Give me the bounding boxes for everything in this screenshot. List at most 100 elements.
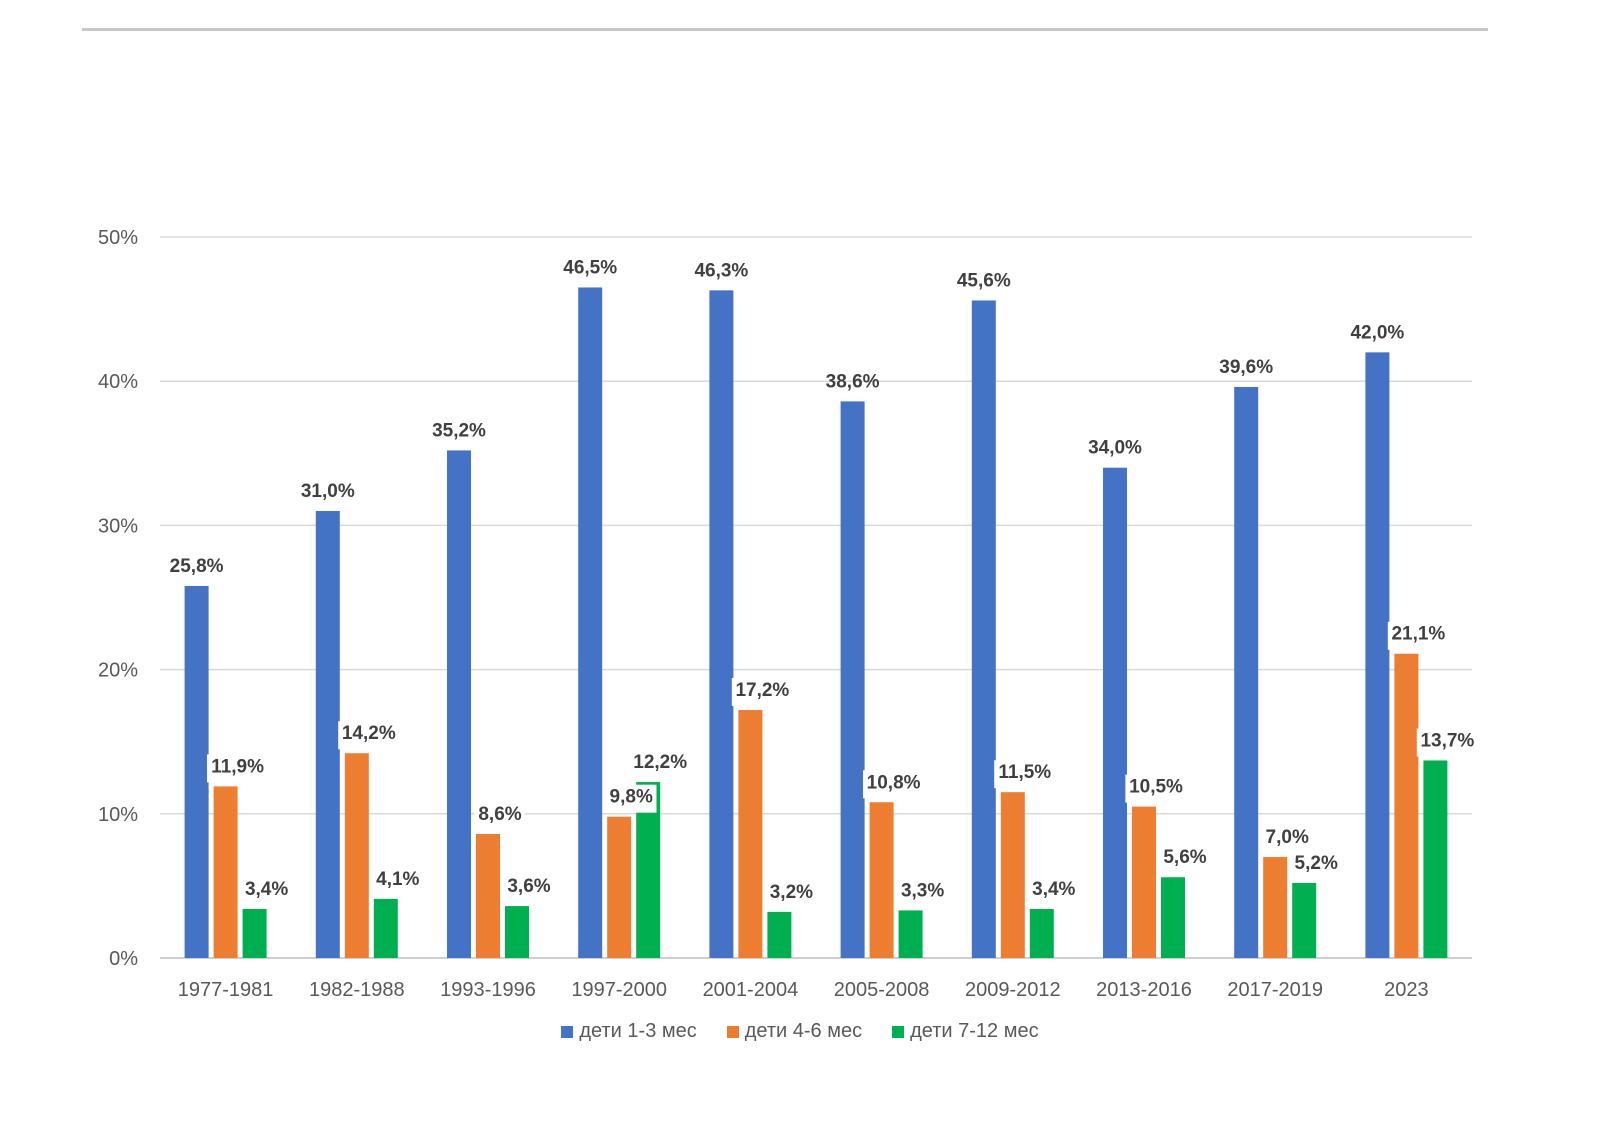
- bar: [840, 401, 865, 958]
- bar: [898, 910, 923, 958]
- data-label: 7,0%: [1266, 827, 1309, 848]
- x-tick-label: 2001-2004: [703, 979, 799, 1001]
- data-label-bg: [863, 770, 925, 799]
- y-tick-label: 30%: [98, 515, 138, 537]
- data-label: 8,6%: [478, 804, 521, 825]
- data-label: 10,8%: [867, 772, 921, 793]
- data-label-bg: [372, 866, 424, 895]
- data-label: 3,6%: [507, 876, 550, 897]
- y-tick-label: 40%: [98, 371, 138, 393]
- y-tick-label: 20%: [98, 660, 138, 682]
- data-label-bg: [605, 784, 657, 813]
- data-label: 3,4%: [245, 879, 288, 900]
- y-tick-label: 10%: [98, 804, 138, 826]
- data-label-bg: [241, 876, 292, 905]
- x-tick-label: 2005-2008: [834, 979, 930, 1001]
- data-label-bg: [766, 879, 817, 908]
- legend-swatch-series-2: [726, 1025, 739, 1038]
- x-tick-label: 1993-1996: [440, 979, 536, 1001]
- bar: [315, 510, 340, 958]
- data-label: 3,2%: [770, 882, 813, 903]
- data-label-bg: [1261, 825, 1313, 854]
- chart-legend: дети 1-3 мес дети 4-6 мес дети 7-12 мес: [0, 1020, 1600, 1043]
- x-tick-label: 2023: [1384, 979, 1429, 1001]
- bar: [1000, 792, 1025, 958]
- bar: [1263, 857, 1288, 958]
- data-label: 21,1%: [1391, 624, 1445, 645]
- bar: [869, 802, 894, 958]
- bar: [1292, 883, 1317, 958]
- bar: [476, 833, 500, 958]
- data-label: 46,5%: [563, 257, 617, 278]
- data-label-bg: [897, 878, 948, 907]
- data-label: 5,6%: [1163, 847, 1206, 868]
- x-tick-label: 1997-2000: [571, 979, 667, 1001]
- data-label-bg: [994, 760, 1056, 789]
- legend-swatch-series-3: [892, 1025, 905, 1038]
- bar: [373, 898, 398, 958]
- bar: [1029, 908, 1054, 958]
- x-tick-label: 2013-2016: [1096, 979, 1192, 1001]
- bar: [1161, 877, 1185, 958]
- data-label-bg: [629, 750, 691, 779]
- data-label: 42,0%: [1350, 322, 1404, 343]
- legend-label-series-2: дети 4-6 мес: [744, 1020, 863, 1042]
- y-tick-label: 0%: [109, 948, 138, 970]
- bar: [607, 816, 632, 958]
- data-label: 39,6%: [1219, 357, 1273, 378]
- data-label: 13,7%: [1420, 730, 1474, 751]
- data-label: 45,6%: [957, 270, 1011, 291]
- bar: [971, 300, 996, 958]
- data-label-bg: [338, 721, 400, 750]
- data-label: 9,8%: [610, 787, 653, 808]
- data-label: 11,5%: [998, 762, 1051, 783]
- bar: [1423, 760, 1448, 958]
- bar: [1132, 806, 1156, 958]
- top-divider: [82, 28, 1488, 31]
- bar: [578, 287, 603, 959]
- data-label: 35,2%: [432, 420, 486, 441]
- data-label: 12,2%: [633, 752, 687, 773]
- data-label-bg: [1125, 774, 1187, 803]
- data-label-bg: [1387, 621, 1449, 650]
- bar: [447, 450, 471, 958]
- data-label-bg: [1159, 845, 1211, 874]
- bar: [344, 753, 369, 958]
- data-label: 46,3%: [694, 260, 748, 281]
- data-label-bg: [474, 801, 526, 830]
- bar: [767, 911, 792, 958]
- bar: [1234, 386, 1259, 958]
- data-label: 4,1%: [376, 869, 419, 890]
- bar: [505, 906, 529, 958]
- x-tick-label: 2009-2012: [965, 979, 1061, 1001]
- bar: [738, 709, 763, 958]
- data-label: 38,6%: [826, 371, 880, 392]
- y-tick-label: 50%: [98, 227, 138, 249]
- data-label-bg: [1028, 876, 1080, 905]
- data-label: 25,8%: [170, 556, 224, 577]
- data-label-bg: [731, 677, 793, 706]
- bar: [1103, 467, 1127, 958]
- bar: [184, 585, 209, 958]
- data-label: 34,0%: [1088, 438, 1142, 459]
- data-label: 17,2%: [735, 680, 789, 701]
- data-label: 10,5%: [1129, 777, 1183, 798]
- data-label: 11,9%: [211, 756, 264, 777]
- data-label: 14,2%: [342, 723, 396, 744]
- legend-swatch-series-1: [561, 1025, 574, 1038]
- legend-label-series-1: дети 1-3 мес: [579, 1020, 697, 1042]
- legend-item-series-1: дети 1-3 мес: [561, 1020, 697, 1043]
- bar: [242, 908, 267, 958]
- x-tick-label: 1982-1988: [309, 979, 405, 1001]
- legend-label-series-3: дети 7-12 мес: [910, 1020, 1039, 1042]
- data-label: 3,3%: [901, 880, 944, 901]
- data-label-bg: [503, 874, 555, 903]
- data-label: 3,4%: [1032, 879, 1075, 900]
- data-label: 5,2%: [1295, 853, 1338, 874]
- data-label-bg: [207, 754, 269, 783]
- bar: [213, 786, 238, 958]
- bar: [1365, 352, 1390, 958]
- legend-item-series-2: дети 4-6 мес: [726, 1020, 863, 1043]
- x-tick-label: 1977-1981: [178, 979, 274, 1001]
- bar: [1394, 653, 1419, 958]
